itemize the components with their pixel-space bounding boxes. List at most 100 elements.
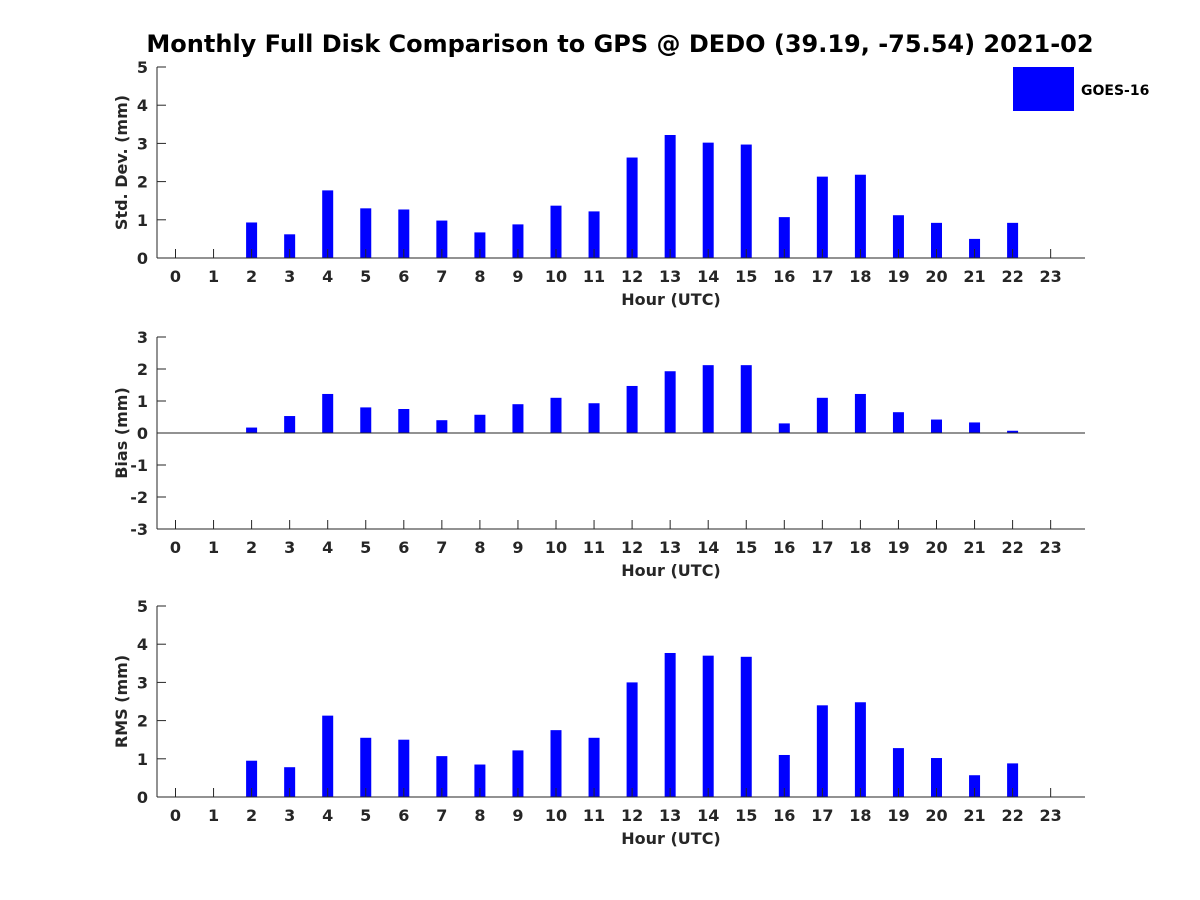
x-tick-label-2: 12: [621, 538, 643, 557]
x-tick-label-2: 21: [963, 538, 985, 557]
x-tick-label-3: 10: [545, 806, 567, 825]
x-tick-label-2: 13: [659, 538, 681, 557]
y-axis-label-2: Bias (mm): [112, 387, 131, 479]
x-tick-label-1: 8: [474, 267, 485, 286]
bar-1-hour-12: [626, 157, 638, 258]
x-tick-label-2: 9: [512, 538, 523, 557]
x-tick-label-2: 6: [398, 538, 409, 557]
bar-1-hour-16: [778, 217, 790, 258]
bar-3-hour-13: [664, 652, 676, 797]
bar-1-hour-19: [892, 215, 904, 258]
bar-3-hour-21: [969, 775, 981, 797]
y-tick-label-2: 1: [137, 392, 148, 411]
x-tick-label-3: 0: [170, 806, 181, 825]
x-tick-label-1: 0: [170, 267, 181, 286]
bar-2-hour-18: [854, 393, 866, 433]
bar-2-hour-4: [322, 393, 334, 433]
y-tick-label-2: 0: [137, 424, 148, 443]
x-tick-label-3: 12: [621, 806, 643, 825]
bar-1-hour-7: [436, 220, 448, 258]
x-tick-label-1: 23: [1040, 267, 1062, 286]
x-tick-label-3: 17: [811, 806, 833, 825]
bar-2-hour-10: [550, 397, 562, 433]
bar-1-hour-14: [702, 142, 714, 258]
bar-3-hour-3: [284, 767, 296, 797]
x-axis-label-1: Hour (UTC): [621, 290, 721, 309]
bar-2-hour-2: [246, 427, 258, 433]
x-tick-label-3: 18: [849, 806, 871, 825]
bar-2-hour-21: [969, 422, 981, 433]
x-tick-label-3: 14: [697, 806, 719, 825]
x-tick-label-3: 1: [208, 806, 219, 825]
x-tick-label-1: 19: [887, 267, 909, 286]
x-tick-label-3: 13: [659, 806, 681, 825]
x-axis-label-3: Hour (UTC): [621, 829, 721, 848]
x-tick-label-3: 6: [398, 806, 409, 825]
y-axis-label-3: RMS (mm): [112, 655, 131, 748]
y-axis-label-1: Std. Dev. (mm): [112, 95, 131, 230]
y-tick-label-3: 5: [137, 597, 148, 616]
x-tick-label-3: 23: [1040, 806, 1062, 825]
x-tick-label-1: 2: [246, 267, 257, 286]
y-tick-label-1: 1: [137, 211, 148, 230]
x-tick-label-3: 8: [474, 806, 485, 825]
bar-1-hour-9: [512, 224, 524, 258]
bar-3-hour-16: [778, 754, 790, 797]
x-tick-label-3: 20: [925, 806, 947, 825]
x-tick-label-1: 1: [208, 267, 219, 286]
bar-1-hour-21: [969, 238, 981, 258]
x-tick-label-1: 20: [925, 267, 947, 286]
bar-1-hour-18: [854, 174, 866, 258]
x-tick-label-3: 3: [284, 806, 295, 825]
x-tick-label-3: 4: [322, 806, 333, 825]
bar-3-hour-14: [702, 655, 714, 797]
x-tick-label-2: 19: [887, 538, 909, 557]
y-tick-label-2: -3: [130, 520, 148, 539]
x-tick-label-1: 21: [963, 267, 985, 286]
bar-1-hour-17: [816, 176, 828, 258]
x-tick-label-1: 4: [322, 267, 333, 286]
x-tick-label-1: 10: [545, 267, 567, 286]
bar-2-hour-15: [740, 365, 752, 433]
bar-3-hour-22: [1007, 763, 1019, 797]
x-tick-label-2: 1: [208, 538, 219, 557]
x-tick-label-2: 15: [735, 538, 757, 557]
bar-1-hour-11: [588, 211, 600, 258]
bar-3-hour-7: [436, 756, 448, 797]
bar-3-hour-17: [816, 705, 828, 797]
y-tick-label-3: 1: [137, 750, 148, 769]
x-tick-label-2: 14: [697, 538, 719, 557]
bar-2-hour-12: [626, 385, 638, 433]
x-tick-label-2: 16: [773, 538, 795, 557]
bar-3-hour-4: [322, 715, 334, 797]
x-tick-label-2: 10: [545, 538, 567, 557]
bar-2-hour-13: [664, 371, 676, 433]
x-tick-label-3: 9: [512, 806, 523, 825]
bar-1-hour-6: [398, 209, 410, 258]
bar-3-hour-5: [360, 737, 372, 797]
x-tick-label-2: 8: [474, 538, 485, 557]
bar-3-hour-11: [588, 737, 600, 797]
bar-3-hour-18: [854, 702, 866, 797]
bar-2-hour-20: [931, 419, 942, 433]
bar-2-hour-9: [512, 404, 524, 433]
bar-3-hour-8: [474, 764, 486, 797]
bar-3-hour-10: [550, 730, 562, 797]
bar-2-hour-17: [816, 397, 828, 433]
bar-1-hour-20: [931, 222, 942, 258]
bar-3-hour-12: [626, 682, 638, 797]
x-tick-label-3: 16: [773, 806, 795, 825]
bar-1-hour-22: [1007, 222, 1019, 258]
bar-1-hour-10: [550, 205, 562, 258]
bar-1-hour-13: [664, 134, 676, 258]
x-tick-label-2: 3: [284, 538, 295, 557]
bar-2-hour-22: [1007, 430, 1019, 433]
x-tick-label-1: 3: [284, 267, 295, 286]
x-tick-label-2: 11: [583, 538, 605, 557]
x-tick-label-2: 22: [1001, 538, 1023, 557]
bar-3-hour-15: [740, 656, 752, 797]
x-tick-label-1: 17: [811, 267, 833, 286]
bar-2-hour-8: [474, 414, 486, 433]
y-tick-label-2: -1: [130, 456, 148, 475]
x-tick-label-1: 14: [697, 267, 719, 286]
